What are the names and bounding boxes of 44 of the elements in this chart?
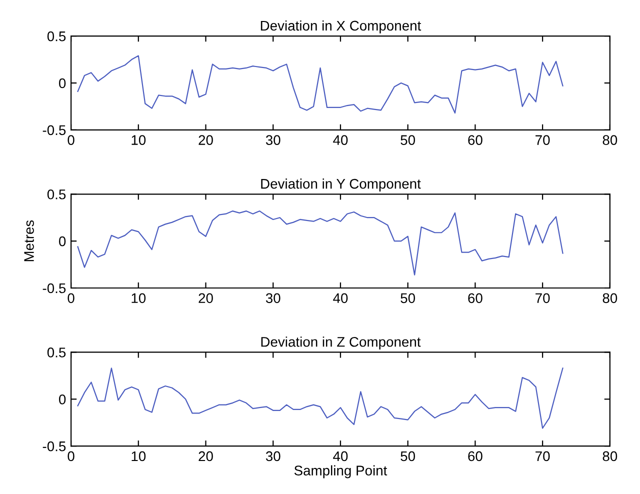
y-tick-label: 0: [59, 78, 66, 88]
x-tick-label: 10: [132, 293, 146, 304]
x-tick-label: 20: [198, 135, 213, 145]
y-tick-label: 0: [59, 394, 66, 404]
y-axis-title: Metres: [24, 220, 34, 262]
y-tick-label: 0.5: [47, 348, 66, 358]
x-tick-label: 0: [68, 293, 74, 304]
y-tick-label: -0.5: [42, 125, 66, 136]
chart-title: Deviation in Y Component: [261, 178, 421, 192]
y-tick-label: 0: [59, 236, 66, 246]
x-tick-label: 0: [68, 451, 74, 462]
x-tick-label: 60: [468, 293, 482, 304]
x-tick-label: 70: [536, 293, 550, 304]
x-tick-label: 70: [536, 135, 550, 145]
x-tick-label: 30: [266, 451, 280, 462]
chart-title: Deviation in Z Component: [261, 336, 421, 350]
x-tick-label: 50: [400, 293, 416, 304]
x-tick-label: 50: [400, 135, 416, 145]
chart-title: Deviation in X Component: [260, 20, 422, 34]
line-series: [77, 210, 564, 276]
x-tick-label: 20: [198, 451, 213, 462]
x-tick-label: 20: [198, 293, 213, 304]
x-tick-label: 80: [602, 451, 618, 462]
x-tick-label: 0: [68, 135, 74, 145]
x-tick-label: 60: [468, 135, 482, 145]
line-series: [77, 55, 564, 114]
y-tick-label: 0.5: [47, 189, 66, 200]
y-tick-label: 0.5: [47, 31, 66, 42]
x-tick-label: 40: [333, 135, 348, 145]
y-tick-label: -0.5: [42, 283, 66, 294]
x-tick-label: 80: [602, 293, 618, 304]
x-tick-label: 40: [333, 451, 348, 462]
x-tick-label: 10: [132, 451, 146, 462]
x-tick-label: 60: [468, 451, 482, 462]
line-series: [77, 368, 564, 429]
x-tick-label: 30: [266, 293, 280, 304]
x-tick-label: 40: [333, 293, 348, 304]
y-tick-label: -0.5: [42, 441, 66, 452]
x-tick-label: 10: [132, 135, 146, 145]
x-tick-label: 80: [602, 135, 618, 145]
x-tick-label: 30: [266, 135, 280, 145]
x-tick-label: 50: [400, 451, 416, 462]
x-axis-title: Sampling Point: [294, 465, 388, 478]
x-tick-label: 70: [536, 451, 550, 462]
